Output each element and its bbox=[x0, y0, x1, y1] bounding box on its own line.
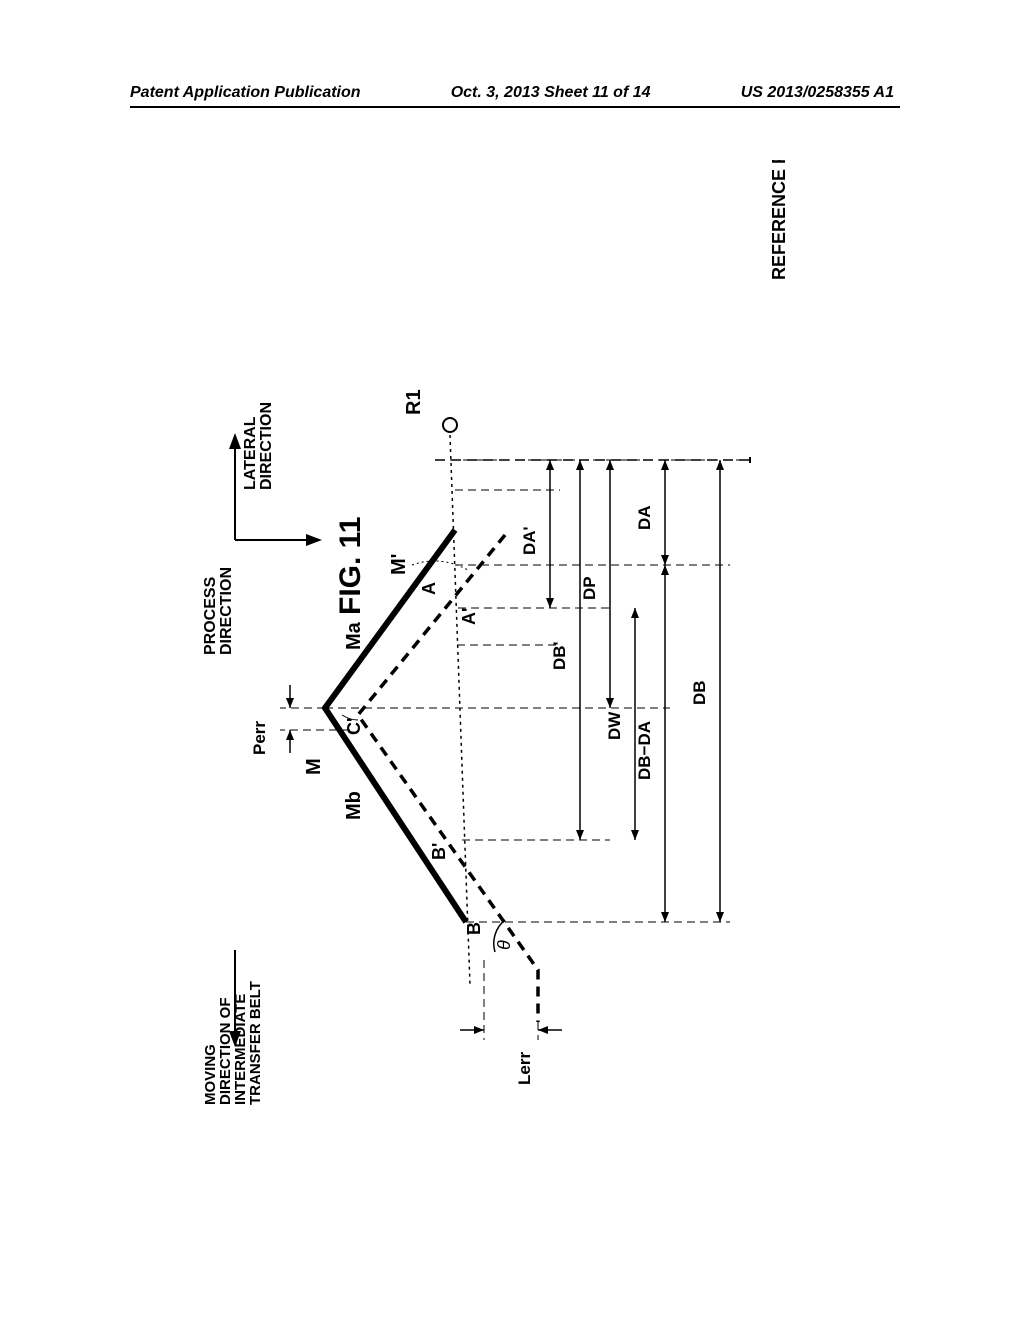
a-prime-label: A' bbox=[459, 608, 479, 625]
dw-label: DW bbox=[605, 711, 624, 740]
perr-label: Perr bbox=[250, 721, 269, 755]
db-da-dim bbox=[661, 565, 669, 922]
figure-svg: FIG. 11 LATERAL DIRECTION PROCESS DIRECT… bbox=[110, 160, 910, 1180]
lerr-dimension bbox=[460, 960, 562, 1040]
b-prime-label: B' bbox=[429, 843, 449, 860]
da-prime-dim bbox=[546, 460, 554, 608]
perr-dimension bbox=[280, 685, 350, 753]
lateral-direction-label: LATERAL DIRECTION bbox=[242, 402, 275, 490]
sensor-r1 bbox=[443, 418, 457, 432]
db-prime-label: DB' bbox=[550, 641, 569, 670]
da-dim bbox=[661, 460, 669, 565]
header-left: Patent Application Publication bbox=[130, 84, 361, 102]
db-label: DB bbox=[690, 680, 709, 705]
header-rule bbox=[130, 106, 900, 108]
figure-container: FIG. 11 LATERAL DIRECTION PROCESS DIRECT… bbox=[110, 160, 910, 1180]
m-prime-label: M' bbox=[388, 554, 410, 575]
b-label: B bbox=[464, 922, 484, 935]
reference-position-label: REFERENCE POSITION bbox=[769, 160, 789, 280]
lerr-label: Lerr bbox=[515, 1052, 534, 1085]
r1-label: R1 bbox=[403, 389, 425, 415]
figure-title: FIG. 11 bbox=[334, 517, 367, 615]
ma-label: Ma bbox=[343, 621, 365, 650]
theta-label: θ bbox=[494, 940, 514, 950]
db-da-label: DB−DA bbox=[635, 721, 654, 780]
db-prime-dim bbox=[576, 460, 584, 840]
header-center: Oct. 3, 2013 Sheet 11 of 14 bbox=[451, 84, 651, 102]
a-label: A bbox=[419, 582, 439, 595]
moving-direction-label: MOVING DIRECTION OF INTERMEDIATE TRANSFE… bbox=[202, 981, 264, 1105]
dp-label: DP bbox=[580, 576, 599, 600]
c-prime-label: C' bbox=[344, 718, 364, 735]
mb-label: Mb bbox=[343, 791, 365, 820]
da-label: DA bbox=[635, 505, 654, 530]
process-direction-label: PROCESS DIRECTION bbox=[202, 567, 235, 655]
m-label: M bbox=[303, 758, 325, 775]
da-prime-label: DA' bbox=[520, 526, 539, 555]
header-right: US 2013/0258355 A1 bbox=[741, 84, 894, 102]
db-dim bbox=[716, 460, 724, 922]
dp-dim bbox=[606, 460, 614, 708]
